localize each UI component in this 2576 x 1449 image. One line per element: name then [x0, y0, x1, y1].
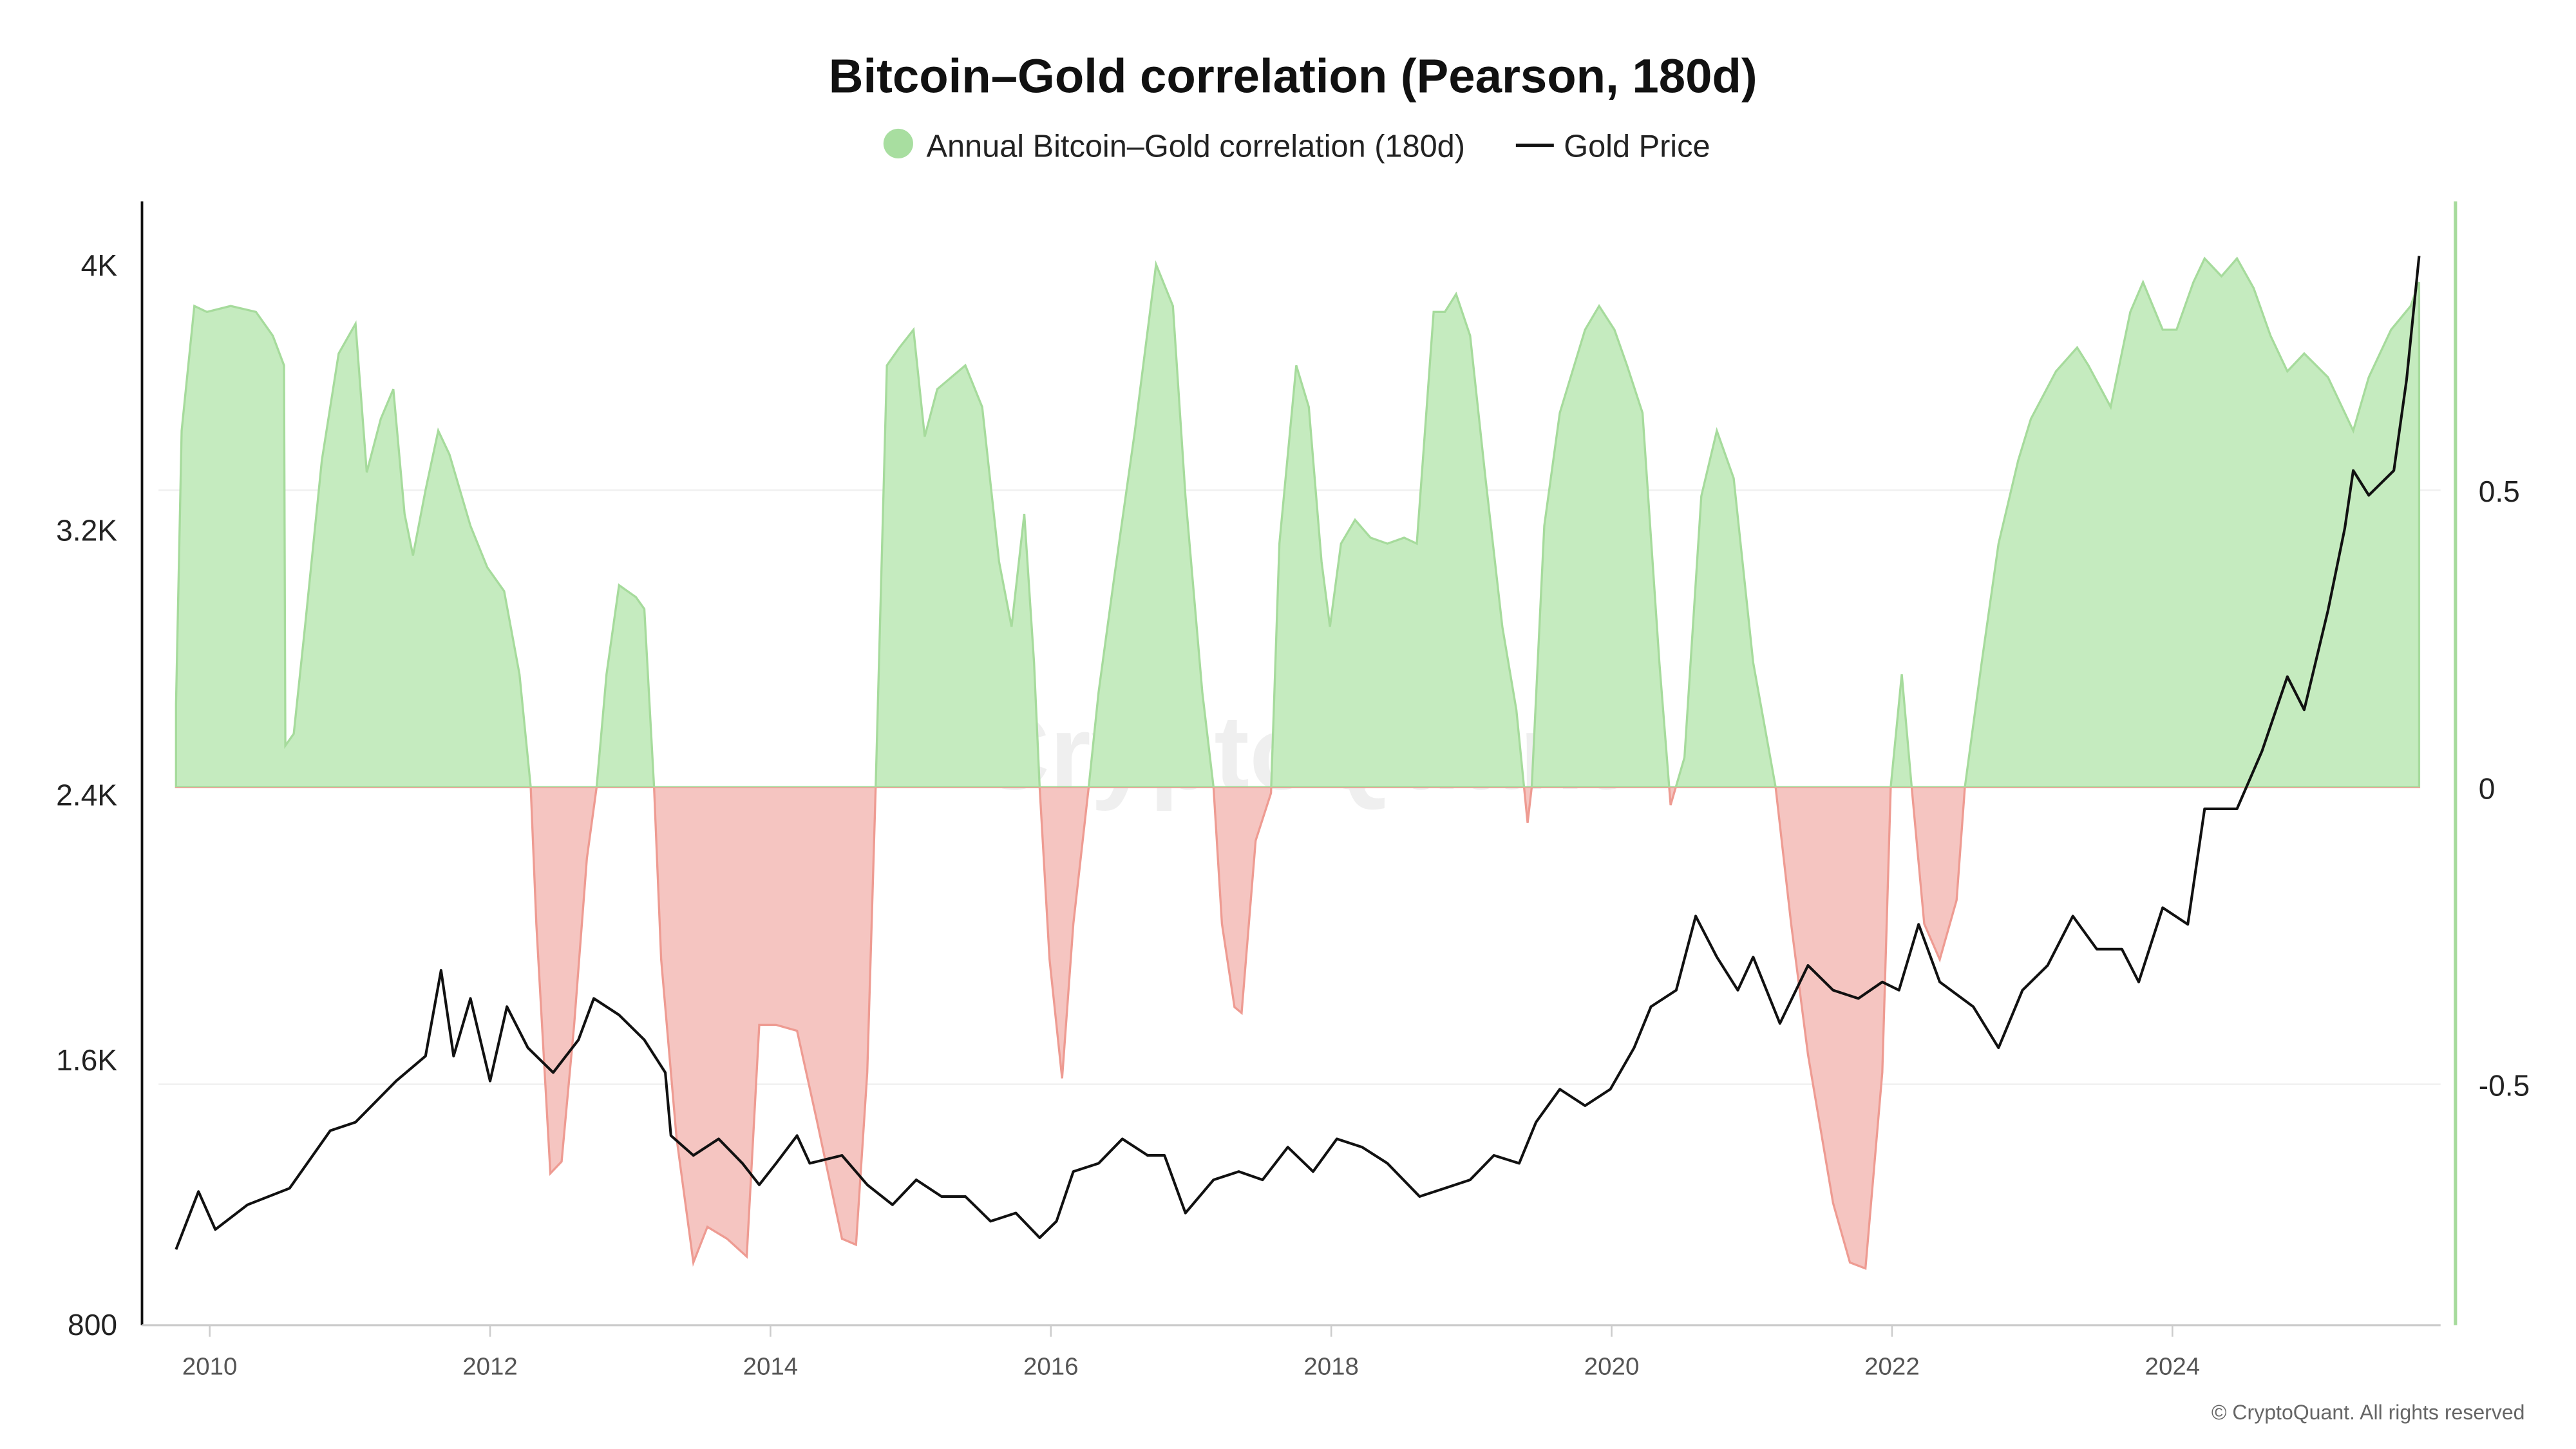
right-axis-tick-label: 0.5 [2479, 475, 2520, 508]
legend-label-gold[interactable]: Gold Price [1564, 129, 1710, 164]
left-axis-tick-label: 2.4K [56, 779, 117, 812]
correlation-area [175, 256, 2421, 1270]
gold-price-line-group [175, 256, 2421, 1250]
x-axis-tick-label: 2020 [1584, 1353, 1640, 1381]
left-axis-tick-label: 4K [81, 249, 118, 282]
x-axis-tick-label: 2024 [2145, 1353, 2201, 1381]
legend: Annual Bitcoin–Gold correlation (180d) G… [883, 128, 1710, 164]
x-axis-tick-label: 2022 [1864, 1353, 1920, 1381]
right-axis-tick-label: -0.5 [2479, 1069, 2530, 1103]
x-axis-tick-label: 2018 [1303, 1353, 1359, 1381]
correlation-positive-area [175, 256, 2421, 788]
axis-ticks: -0.5 0 0.5 800 1.6K 2.4K 3.2K 4K 2010 2012 2014 201… [56, 249, 2530, 1381]
x-axis-tick-label: 2012 [462, 1353, 518, 1381]
copyright-credit: © CryptoQuant. All rights reserved [2211, 1401, 2525, 1424]
left-axis-tick-label: 800 [68, 1308, 117, 1341]
legend-label-correlation[interactable]: Annual Bitcoin–Gold correlation (180d) [926, 129, 1465, 164]
gold-price-line [175, 256, 2421, 1250]
legend-marker-correlation [883, 128, 913, 159]
left-axis-tick-label: 3.2K [56, 513, 117, 547]
chart-title: Bitcoin–Gold correlation (Pearson, 180d) [829, 50, 1757, 103]
right-axis-tick-label: 0 [2479, 772, 2496, 805]
x-axis-tick-label: 2016 [1023, 1353, 1079, 1381]
x-axis-tick-label: 2014 [743, 1353, 799, 1381]
correlation-negative-area [175, 787, 2421, 1270]
left-axis-tick-label: 1.6K [56, 1043, 117, 1077]
x-axis-tick-label: 2010 [182, 1353, 238, 1381]
